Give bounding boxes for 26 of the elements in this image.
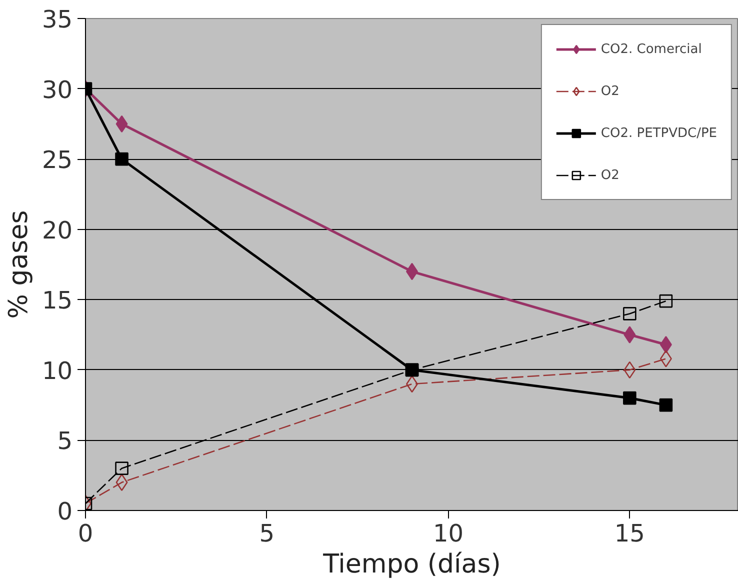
point xyxy=(623,391,636,405)
y-tick-label: 20 xyxy=(42,216,73,244)
x-tick-label: 0 xyxy=(78,520,94,548)
point xyxy=(623,307,636,320)
y-tick-label: 5 xyxy=(57,427,73,456)
x-tick-label: 10 xyxy=(433,520,464,548)
y-axis-title: % gases xyxy=(4,210,34,319)
legend-label: CO2. Comercial xyxy=(600,42,702,56)
y-tick-label: 25 xyxy=(42,146,73,174)
y-tick-label: 15 xyxy=(42,286,73,315)
y-tick-label: 35 xyxy=(42,6,73,34)
x-tick-label: 5 xyxy=(259,520,275,548)
x-tick-label: 15 xyxy=(614,520,645,548)
point xyxy=(115,462,128,475)
point xyxy=(659,294,673,308)
legend-label: CO2. PETPVDC/PE xyxy=(600,126,717,140)
point xyxy=(624,326,636,344)
x-axis-title: Tiempo (días) xyxy=(322,550,501,580)
point xyxy=(115,152,128,166)
point xyxy=(660,350,672,368)
y-tick-label: 10 xyxy=(42,356,73,385)
y-tick-label: 0 xyxy=(57,498,73,526)
y-tick-label: 30 xyxy=(42,76,73,104)
point xyxy=(659,398,673,412)
legend-label: O2 xyxy=(600,168,620,182)
legend-label: O2 xyxy=(600,84,620,98)
